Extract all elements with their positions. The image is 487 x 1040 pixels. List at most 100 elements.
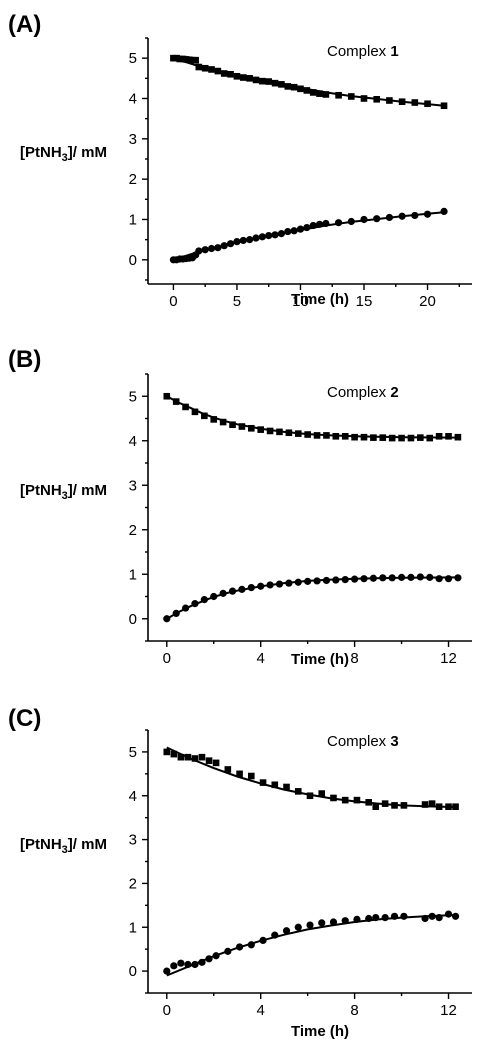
data-point-square xyxy=(177,753,185,761)
y-tick-label: 1 xyxy=(129,566,137,583)
y-tick-label: 2 xyxy=(129,171,137,188)
data-point-circle xyxy=(322,576,331,585)
x-axis-label: Time (h) xyxy=(291,1023,349,1040)
x-tick-label: 8 xyxy=(350,650,358,667)
data-point-circle xyxy=(201,246,209,254)
data-point-square xyxy=(417,434,424,441)
data-point-square xyxy=(284,83,292,90)
x-axis-label: Time (h) xyxy=(291,291,349,308)
data-point-circle xyxy=(440,207,448,216)
data-point-circle xyxy=(259,936,267,945)
y-tick-label: 0 xyxy=(129,611,137,628)
data-point-circle xyxy=(416,573,424,581)
data-point-circle xyxy=(444,575,453,583)
data-point-circle xyxy=(332,576,340,584)
data-point-square xyxy=(212,759,220,767)
data-point-square xyxy=(391,802,398,809)
data-point-square xyxy=(306,792,314,800)
y-tick-label: 2 xyxy=(129,875,137,892)
data-point-square xyxy=(435,803,443,811)
data-point-square xyxy=(341,433,349,440)
data-point-square xyxy=(304,431,311,438)
data-point-square xyxy=(294,430,302,437)
y-tick-label: 0 xyxy=(129,963,137,980)
data-point-circle xyxy=(290,227,298,235)
data-point-square xyxy=(276,428,283,436)
data-point-circle xyxy=(341,575,349,584)
data-point-circle xyxy=(200,596,208,604)
data-point-circle xyxy=(306,921,314,929)
data-point-circle xyxy=(238,585,246,593)
data-point-square xyxy=(445,803,452,811)
data-point-circle xyxy=(246,236,254,244)
data-point-circle xyxy=(285,579,293,587)
data-point-circle xyxy=(381,914,389,922)
data-point-square xyxy=(271,781,279,789)
data-point-circle xyxy=(282,927,291,935)
x-tick-label: 4 xyxy=(257,650,265,667)
data-point-square xyxy=(373,95,381,103)
data-point-square xyxy=(195,63,203,71)
data-point-square xyxy=(386,97,393,104)
data-point-circle xyxy=(224,947,232,955)
data-point-circle xyxy=(372,914,380,922)
data-point-square xyxy=(285,429,293,437)
data-point-circle xyxy=(226,240,235,248)
data-point-square xyxy=(163,392,171,400)
data-point-square xyxy=(421,801,429,808)
x-axis-label: Time (h) xyxy=(291,651,349,668)
data-point-square xyxy=(424,100,431,108)
data-point-circle xyxy=(247,941,255,949)
data-point-square xyxy=(323,432,330,439)
x-tick-label: 0 xyxy=(169,293,177,310)
x-tick-label: 10 xyxy=(292,293,309,310)
y-tick-label: 5 xyxy=(129,50,137,67)
data-point-square xyxy=(246,75,253,82)
data-point-circle xyxy=(184,960,192,969)
data-point-square xyxy=(214,67,222,75)
data-point-circle xyxy=(271,931,279,939)
x-tick-label: 8 xyxy=(350,1002,358,1019)
y-tick-label: 2 xyxy=(129,522,137,539)
data-point-square xyxy=(322,91,330,98)
data-point-circle xyxy=(334,219,343,227)
data-point-circle xyxy=(369,574,377,582)
data-point-circle xyxy=(400,912,408,920)
data-point-square xyxy=(440,102,448,110)
data-point-circle xyxy=(294,923,302,931)
x-tick-label: 20 xyxy=(419,293,436,310)
data-point-circle xyxy=(341,917,349,925)
data-point-square xyxy=(347,93,355,100)
data-point-square xyxy=(259,779,267,786)
data-point-square xyxy=(266,427,274,435)
x-tick-label: 15 xyxy=(356,293,373,310)
data-point-circle xyxy=(451,912,460,920)
y-axis-label: [PtNH3]/ mM xyxy=(20,482,107,502)
data-point-circle xyxy=(172,609,180,618)
data-point-square xyxy=(313,432,321,439)
x-tick-label: 12 xyxy=(440,1002,457,1019)
data-point-square xyxy=(400,802,408,809)
data-point-circle xyxy=(195,247,203,255)
data-point-square xyxy=(259,77,266,85)
data-point-circle xyxy=(170,962,178,970)
y-tick-label: 5 xyxy=(129,388,137,405)
data-point-square xyxy=(191,755,199,762)
data-point-square xyxy=(219,418,227,426)
data-point-circle xyxy=(428,912,436,920)
data-point-circle xyxy=(258,233,266,241)
data-point-square xyxy=(283,783,290,791)
data-point-circle xyxy=(265,232,273,240)
data-point-circle xyxy=(205,955,213,963)
data-point-circle xyxy=(284,227,292,236)
x-tick-label: 5 xyxy=(233,293,241,310)
data-point-square xyxy=(278,81,285,88)
data-point-square xyxy=(192,56,199,64)
data-point-square xyxy=(341,796,349,804)
y-axis-label: [PtNH3]/ mM xyxy=(20,836,107,856)
data-point-circle xyxy=(385,213,394,222)
data-point-square xyxy=(252,76,260,84)
data-point-circle xyxy=(163,967,171,975)
